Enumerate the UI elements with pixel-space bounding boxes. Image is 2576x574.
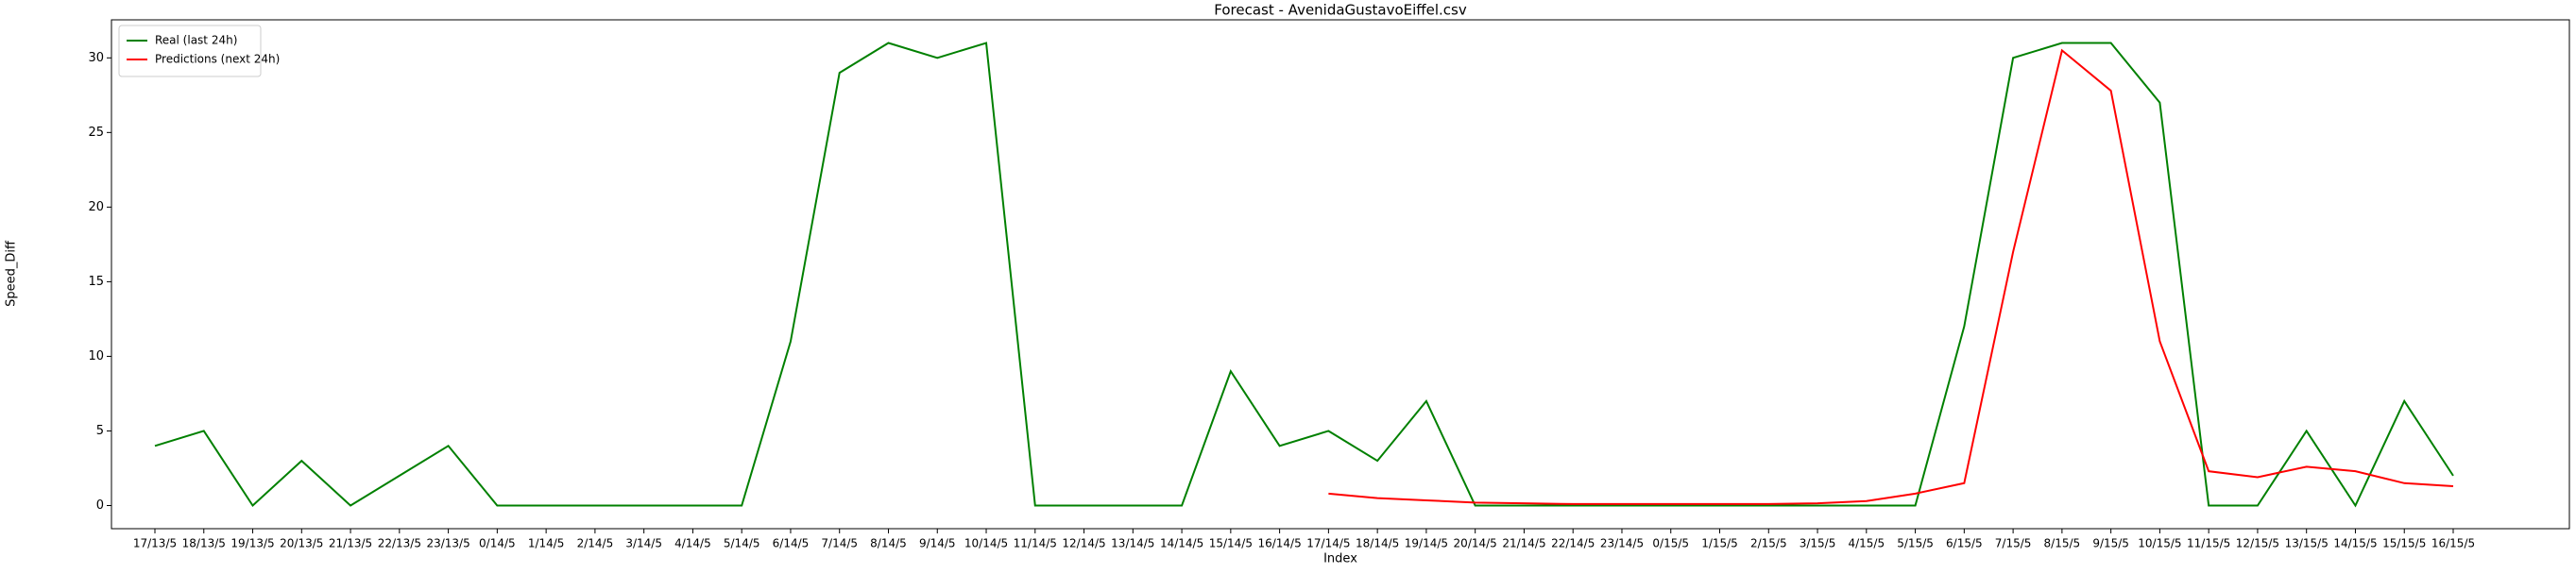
chart-title: Forecast - AvenidaGustavoEiffel.csv: [1214, 2, 1467, 19]
legend-box: [118, 25, 262, 77]
x-tick-label: 7/15/5: [1995, 537, 2032, 550]
x-tick-label: 14/14/5: [1160, 537, 1203, 550]
x-tick-label: 6/15/5: [1946, 537, 1983, 550]
x-tick-label: 1/15/5: [1701, 537, 1738, 550]
y-tick-label: 15: [88, 275, 104, 289]
x-tick-label: 10/14/5: [964, 537, 1008, 550]
y-tick-label: 0: [96, 498, 104, 513]
x-tick-label: 9/14/5: [919, 537, 956, 550]
series-line: [1328, 48, 2454, 505]
x-tick-label: 9/15/5: [2092, 537, 2129, 550]
x-tick-label: 1/14/5: [528, 537, 565, 550]
x-tick-label: 12/15/5: [2236, 537, 2279, 550]
y-tick-label: 30: [88, 51, 104, 65]
legend-label: Predictions (next 24h): [155, 53, 280, 66]
x-tick-label: 11/14/5: [1014, 537, 1057, 550]
x-tick-label: 15/14/5: [1209, 537, 1253, 550]
x-tick-label: 23/13/5: [426, 537, 469, 550]
x-tick-label: 8/14/5: [870, 537, 907, 550]
x-tick-label: 3/15/5: [1800, 537, 1836, 550]
x-tick-label: 20/14/5: [1454, 537, 1497, 550]
x-tick-label: 4/14/5: [674, 537, 711, 550]
legend-label: Real (last 24h): [155, 34, 237, 47]
x-tick-label: 18/13/5: [182, 537, 226, 550]
x-tick-label: 16/15/5: [2431, 537, 2475, 550]
x-tick-label: 6/14/5: [773, 537, 810, 550]
x-tick-label: 0/15/5: [1652, 537, 1689, 550]
x-tick-label: 12/14/5: [1062, 537, 1105, 550]
x-tick-label: 21/14/5: [1502, 537, 1545, 550]
x-tick-label: 4/15/5: [1848, 537, 1885, 550]
y-tick-label: 25: [88, 126, 104, 140]
x-tick-label: 8/15/5: [2044, 537, 2081, 550]
x-tick-label: 15/15/5: [2382, 537, 2426, 550]
y-axis-label: Speed_Diff: [5, 240, 19, 307]
x-tick-label: 17/14/5: [1306, 537, 1350, 550]
x-tick-label: 13/14/5: [1111, 537, 1154, 550]
legend: Real (last 24h) Predictions (next 24h): [118, 25, 280, 77]
x-tick-label: 18/14/5: [1356, 537, 1399, 550]
x-tick-label: 11/15/5: [2187, 537, 2230, 550]
x-tick-label: 14/15/5: [2333, 537, 2377, 550]
x-tick-label: 2/15/5: [1750, 537, 1787, 550]
x-axis-label: Index: [1323, 552, 1357, 566]
x-tick-label: 17/13/5: [133, 537, 177, 550]
y-tick-label: 10: [88, 349, 104, 363]
x-tick-label: 22/13/5: [378, 537, 421, 550]
y-tick-label: 5: [96, 424, 104, 438]
x-tick-label: 0/14/5: [479, 537, 516, 550]
x-tick-label: 21/13/5: [329, 537, 372, 550]
x-tick-label: 22/14/5: [1551, 537, 1595, 550]
x-tick-label: 2/14/5: [577, 537, 614, 550]
x-tick-label: 19/14/5: [1405, 537, 1448, 550]
x-tick-label: 3/14/5: [625, 537, 662, 550]
x-tick-label: 7/14/5: [821, 537, 858, 550]
series-line: [154, 42, 2454, 508]
x-tick-label: 13/15/5: [2285, 537, 2329, 550]
x-tick-label: 19/13/5: [230, 537, 274, 550]
x-tick-label: 20/13/5: [280, 537, 323, 550]
x-tick-label: 10/15/5: [2138, 537, 2181, 550]
x-tick-label: 23/14/5: [1600, 537, 1644, 550]
x-tick-label: 16/14/5: [1257, 537, 1301, 550]
x-tick-label: 5/14/5: [724, 537, 760, 550]
y-tick-label: 20: [88, 200, 104, 214]
x-tick-label: 5/15/5: [1897, 537, 1934, 550]
plot-frame: [111, 19, 2570, 530]
